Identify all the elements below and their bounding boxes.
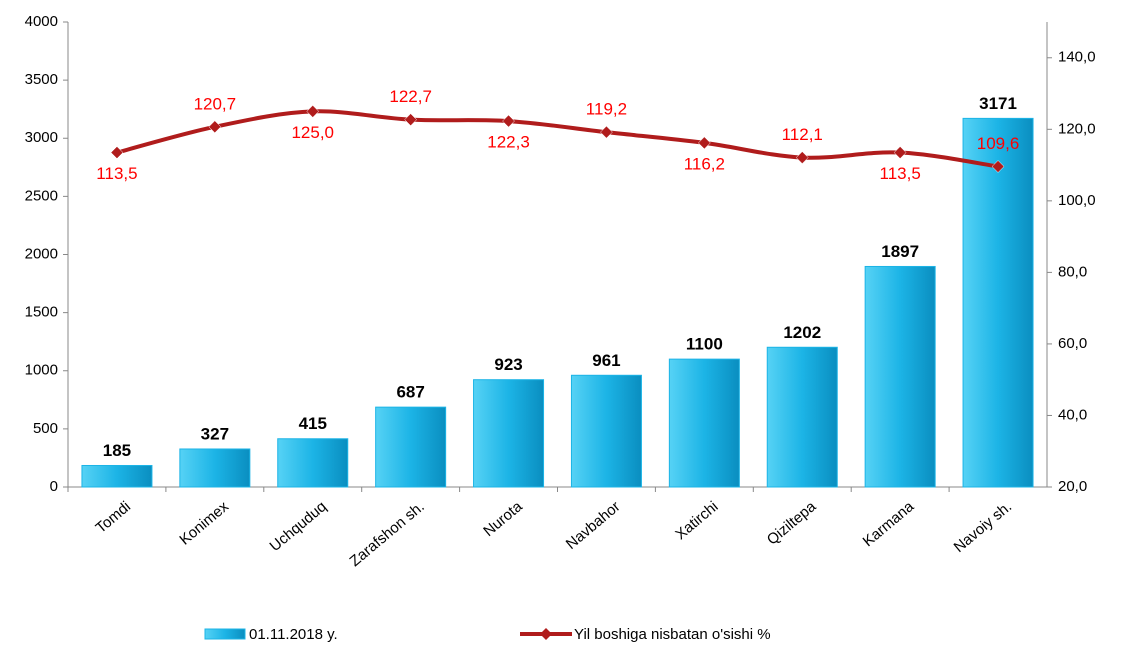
legend-label: Yil boshiga nisbatan o'sishi %: [574, 626, 771, 643]
bar: [81, 464, 153, 488]
line-marker: [795, 151, 809, 164]
legend-label: 01.11.2018 y.: [249, 626, 338, 643]
y-tick-label: 500: [33, 420, 58, 437]
line-value-label: 119,2: [586, 100, 627, 119]
line-marker: [893, 146, 907, 159]
y2-tick-label: 40,0: [1058, 406, 1087, 423]
bar: [962, 117, 1034, 488]
bar-value-label: 3171: [979, 94, 1017, 113]
bar: [864, 265, 936, 488]
bar: [766, 346, 838, 488]
y-tick-label: 0: [50, 478, 58, 495]
line-value-label: 116,2: [684, 154, 725, 173]
x-tick-label: Tomdi: [92, 498, 134, 537]
y-tick-label: 3000: [25, 129, 58, 146]
x-tick-label: Qiziltepa: [764, 498, 820, 549]
y2-tick-label: 120,0: [1058, 120, 1096, 137]
line-marker: [991, 160, 1005, 173]
y2-tick-label: 80,0: [1058, 263, 1087, 280]
bar: [570, 374, 642, 488]
x-tick-label: Nurota: [480, 498, 526, 540]
x-tick-label: Zarafshon sh.: [347, 498, 428, 570]
line-value-label: 113,5: [880, 164, 921, 183]
y-tick-label: 2000: [25, 245, 58, 262]
y2-tick-label: 60,0: [1058, 335, 1087, 352]
y-tick-label: 1500: [25, 304, 58, 321]
bar: [375, 406, 447, 488]
y-tick-label: 4000: [25, 13, 58, 30]
line-value-label: 122,7: [389, 87, 432, 106]
line-marker: [502, 114, 515, 128]
x-tick-label: Karmana: [860, 498, 918, 551]
bar-value-label: 1202: [783, 323, 821, 342]
y2-tick-label: 100,0: [1058, 192, 1096, 209]
line: [116, 109, 999, 169]
legend-marker: [540, 628, 552, 640]
y-tick-label: 3500: [25, 71, 58, 88]
line-value-label: 113,5: [96, 164, 137, 183]
x-tick-label: Xatirchi: [672, 498, 721, 543]
bar-value-label: 961: [592, 351, 620, 370]
bar-value-label: 327: [201, 424, 229, 443]
line-value-label: 109,6: [977, 134, 1020, 153]
bar-value-label: 1100: [686, 335, 723, 354]
y-tick-label: 1000: [25, 362, 58, 379]
y-tick-label: 2500: [25, 187, 58, 204]
bar: [179, 448, 251, 488]
line-value-label: 125,0: [291, 123, 334, 142]
bar-value-label: 687: [396, 383, 424, 402]
x-tick-label: Navbahor: [563, 498, 624, 553]
y2-tick-label: 20,0: [1058, 478, 1087, 495]
line-value-label: 120,7: [194, 94, 237, 113]
line-marker: [600, 125, 613, 139]
line-marker: [697, 136, 711, 150]
bar: [277, 438, 349, 488]
bar-value-label: 185: [103, 441, 131, 460]
x-tick-label: Navoiy sh.: [951, 498, 1016, 556]
bar: [668, 358, 740, 488]
bar-value-label: 923: [494, 355, 522, 374]
x-tick-label: Konimex: [176, 498, 232, 549]
line-marker: [404, 113, 418, 127]
line-marker: [208, 120, 222, 134]
x-tick-label: Uchquduq: [267, 498, 330, 555]
line-marker: [306, 105, 320, 118]
line-value-label: 112,1: [782, 125, 823, 144]
bar-value-label: 415: [299, 414, 327, 433]
bar: [473, 379, 545, 488]
bar-value-label: 1897: [881, 242, 919, 261]
legend-swatch: [204, 628, 246, 640]
line-marker: [110, 146, 124, 159]
y2-tick-label: 140,0: [1058, 49, 1096, 66]
line-value-label: 122,3: [487, 133, 530, 152]
